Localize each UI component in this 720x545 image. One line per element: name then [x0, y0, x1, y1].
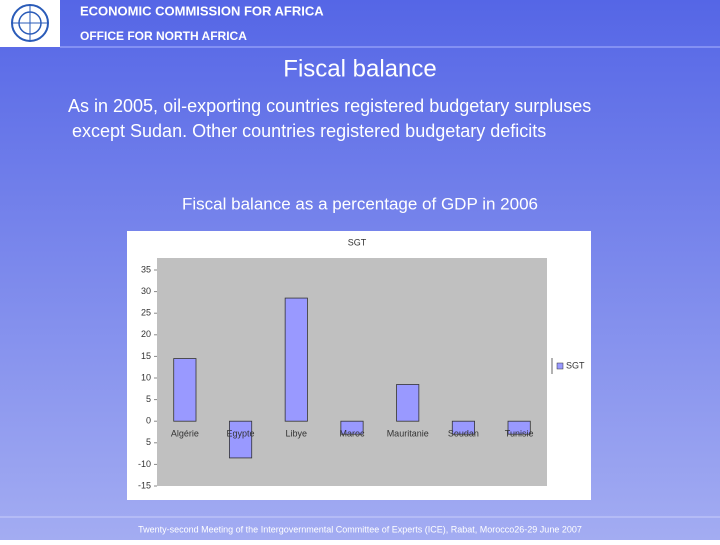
bar	[284, 297, 308, 422]
y-tick-label: -10	[138, 459, 151, 469]
y-tick-label: 35	[141, 264, 151, 274]
bar	[507, 420, 531, 435]
office: OFFICE FOR NORTH AFRICA	[80, 29, 247, 43]
y-tick-label: 25	[141, 308, 151, 318]
x-tick-label: Tunisie	[505, 429, 534, 439]
bar	[173, 358, 197, 422]
x-tick-label: Libye	[286, 429, 308, 439]
organization: ECONOMIC COMMISSION FOR AFRICA	[80, 3, 324, 18]
y-tick-label: 5	[146, 394, 151, 404]
x-tick-label: Egypte	[227, 429, 255, 439]
x-tick-label: Soudan	[448, 429, 479, 439]
body-line: As in 2005, oil-exporting countries regi…	[68, 96, 591, 116]
body-line: except Sudan. Other countries registered…	[72, 121, 546, 141]
caption: Fiscal balance as a percentage of GDP in…	[182, 194, 538, 213]
slide-title: Fiscal balance	[283, 55, 436, 82]
chart-title: SGT	[348, 237, 367, 247]
bar	[396, 384, 420, 422]
x-tick-label: Algérie	[171, 429, 199, 439]
y-tick-label: 15	[141, 351, 151, 361]
plot-area	[157, 258, 547, 486]
legend-swatch	[556, 362, 564, 370]
logo	[0, 0, 60, 47]
y-tick-label: 30	[141, 286, 151, 296]
y-tick-label: 20	[141, 329, 151, 339]
footer: Twenty-second Meeting of the Intergovern…	[138, 524, 582, 534]
bar	[229, 420, 253, 459]
y-tick-label: -15	[138, 480, 151, 490]
legend-label: SGT	[566, 360, 585, 370]
bar	[340, 420, 364, 435]
x-tick-label: Maroc	[339, 429, 365, 439]
y-tick-label: 0	[146, 416, 151, 426]
y-tick-label: 5	[146, 437, 151, 447]
bar	[451, 420, 475, 435]
x-tick-label: Mauritanie	[387, 429, 429, 439]
y-tick-label: 10	[141, 372, 151, 382]
